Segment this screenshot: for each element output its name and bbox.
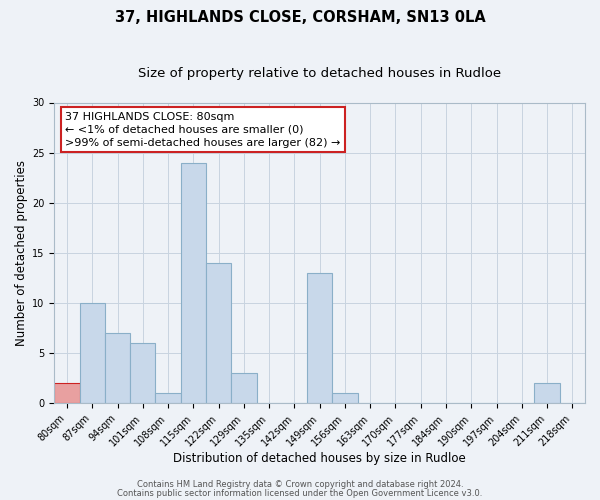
Title: Size of property relative to detached houses in Rudloe: Size of property relative to detached ho… xyxy=(138,68,501,80)
Bar xyxy=(130,343,155,403)
Bar xyxy=(181,162,206,403)
X-axis label: Distribution of detached houses by size in Rudloe: Distribution of detached houses by size … xyxy=(173,452,466,465)
Bar xyxy=(155,393,181,403)
Bar xyxy=(231,373,257,403)
Bar xyxy=(307,273,332,403)
Bar xyxy=(206,263,231,403)
Text: Contains public sector information licensed under the Open Government Licence v3: Contains public sector information licen… xyxy=(118,488,482,498)
Text: Contains HM Land Registry data © Crown copyright and database right 2024.: Contains HM Land Registry data © Crown c… xyxy=(137,480,463,489)
Text: 37, HIGHLANDS CLOSE, CORSHAM, SN13 0LA: 37, HIGHLANDS CLOSE, CORSHAM, SN13 0LA xyxy=(115,10,485,25)
Bar xyxy=(105,333,130,403)
Bar xyxy=(535,383,560,403)
Bar xyxy=(332,393,358,403)
Bar xyxy=(55,383,80,403)
Bar xyxy=(80,303,105,403)
Y-axis label: Number of detached properties: Number of detached properties xyxy=(15,160,28,346)
Text: 37 HIGHLANDS CLOSE: 80sqm
← <1% of detached houses are smaller (0)
>99% of semi-: 37 HIGHLANDS CLOSE: 80sqm ← <1% of detac… xyxy=(65,112,340,148)
